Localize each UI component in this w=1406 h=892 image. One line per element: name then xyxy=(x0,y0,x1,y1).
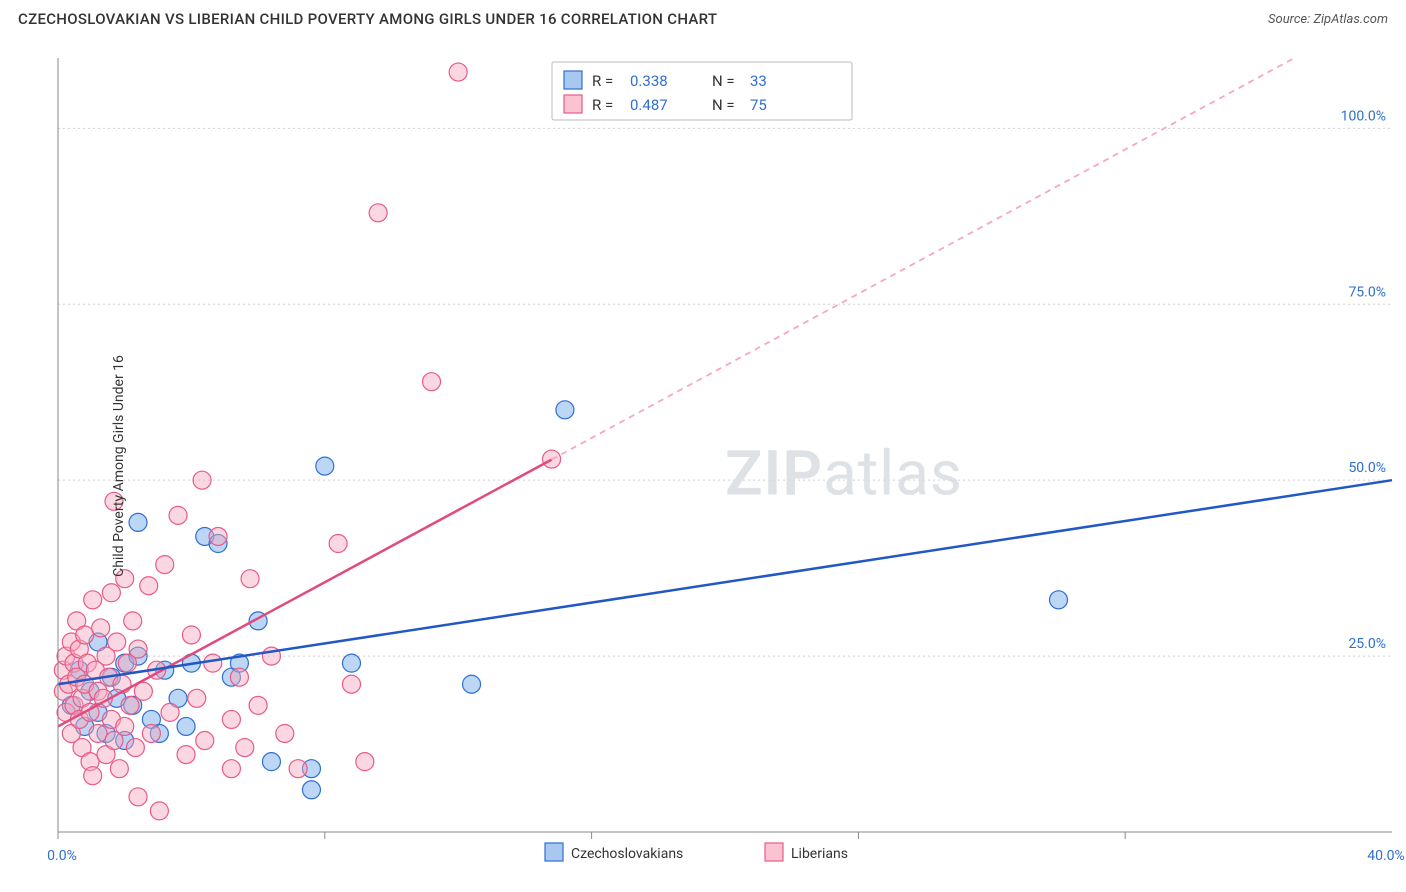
y-tick-label: 50.0% xyxy=(1348,460,1386,476)
data-point xyxy=(222,760,240,778)
bottom-legend-swatch-liberian xyxy=(765,843,783,861)
data-point xyxy=(188,689,206,707)
data-point xyxy=(161,703,179,721)
legend-n-value-czech[interactable]: 33 xyxy=(750,72,767,90)
data-point xyxy=(222,710,240,728)
data-point xyxy=(177,717,195,735)
data-point xyxy=(262,753,280,771)
data-point xyxy=(126,739,144,757)
data-point xyxy=(276,724,294,742)
data-point xyxy=(556,401,574,419)
legend-swatch-liberian xyxy=(564,95,582,113)
data-point xyxy=(140,577,158,595)
source-link[interactable]: ZipAtlas.com xyxy=(1313,12,1388,27)
data-point xyxy=(177,746,195,764)
chart-title: CZECHOSLOVAKIAN VS LIBERIAN CHILD POVERT… xyxy=(18,10,717,28)
data-point xyxy=(156,556,174,574)
data-point xyxy=(241,570,259,588)
data-point xyxy=(230,668,248,686)
bottom-legend-label-czech: Czechoslovakians xyxy=(571,846,683,862)
data-point xyxy=(423,373,441,391)
data-point xyxy=(92,619,110,637)
data-point xyxy=(142,724,160,742)
data-point xyxy=(463,675,481,693)
data-point xyxy=(196,732,214,750)
legend-r-value-czech[interactable]: 0.338 xyxy=(630,72,668,90)
x-tick-label: 0.0% xyxy=(47,848,77,864)
data-point xyxy=(129,640,147,658)
bottom-legend-label-liberian: Liberians xyxy=(791,846,848,862)
data-point xyxy=(150,802,168,820)
y-tick-label: 25.0% xyxy=(1348,636,1386,652)
data-point xyxy=(369,204,387,222)
data-point xyxy=(124,612,142,630)
data-point xyxy=(449,63,467,81)
data-point xyxy=(89,724,107,742)
correlation-chart: 25.0% 50.0% 75.0% 100.0% ZIPatlas 0.0% 40.0% R … xyxy=(0,40,1406,892)
data-point xyxy=(209,527,227,545)
y-tick-label: 100.0% xyxy=(1341,108,1386,124)
data-point xyxy=(110,760,128,778)
legend-n-label: N = xyxy=(712,72,735,90)
legend-n-label: N = xyxy=(712,96,735,114)
data-point xyxy=(129,788,147,806)
x-tick-label: 40.0% xyxy=(1367,848,1405,864)
data-point xyxy=(84,767,102,785)
data-point xyxy=(102,584,120,602)
data-point xyxy=(129,513,147,531)
data-point xyxy=(204,654,222,672)
watermark: ZIPatlas xyxy=(725,437,963,510)
legend-r-value-liberian[interactable]: 0.487 xyxy=(630,96,668,114)
bottom-legend-swatch-czech xyxy=(545,843,563,861)
data-point xyxy=(342,675,360,693)
data-point xyxy=(342,654,360,672)
chart-source: Source: ZipAtlas.com xyxy=(1268,12,1388,27)
data-point xyxy=(236,739,254,757)
data-point xyxy=(329,535,347,553)
data-point xyxy=(108,633,126,651)
data-point xyxy=(121,696,139,714)
data-point xyxy=(76,626,94,644)
y-tick-label: 75.0% xyxy=(1348,284,1386,300)
data-point xyxy=(193,471,211,489)
data-point xyxy=(1050,591,1068,609)
data-point xyxy=(249,696,267,714)
data-point xyxy=(289,760,307,778)
legend-swatch-czech xyxy=(564,71,582,89)
data-point xyxy=(302,781,320,799)
legend-r-label: R = xyxy=(592,72,613,90)
data-point xyxy=(356,753,374,771)
data-point xyxy=(182,626,200,644)
data-point xyxy=(169,506,187,524)
legend-r-label: R = xyxy=(592,96,613,114)
y-axis-label: Child Poverty Among Girls Under 16 xyxy=(111,355,127,577)
data-point xyxy=(84,591,102,609)
data-point xyxy=(116,717,134,735)
data-point xyxy=(316,457,334,475)
source-prefix: Source: xyxy=(1268,12,1313,27)
legend-n-value-liberian[interactable]: 75 xyxy=(750,96,767,114)
